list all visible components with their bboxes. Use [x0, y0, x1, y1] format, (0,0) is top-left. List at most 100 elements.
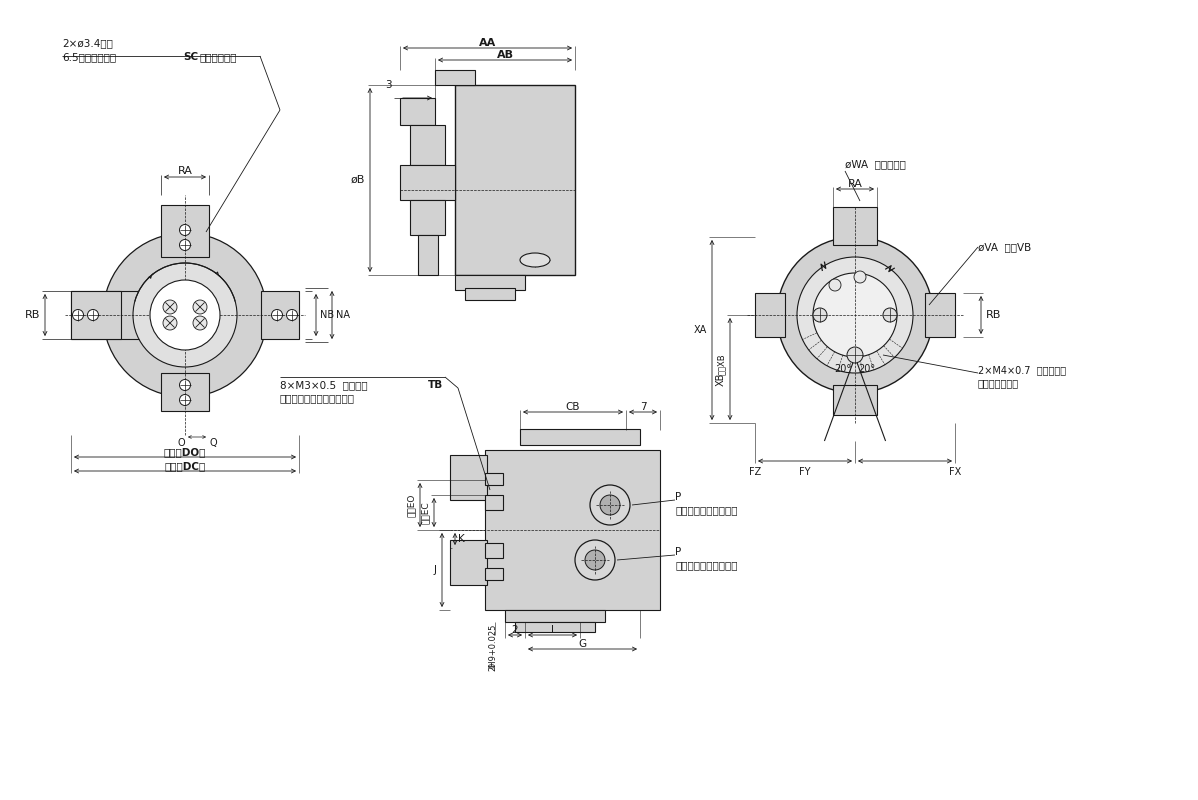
Bar	[400, 98, 435, 125]
Bar	[161, 373, 208, 411]
Text: 深さXB: 深さXB	[716, 353, 726, 375]
Bar	[455, 85, 575, 275]
Text: O: O	[177, 438, 184, 448]
Bar	[485, 473, 503, 485]
Text: P: P	[674, 547, 682, 557]
Text: XB: XB	[716, 372, 726, 386]
Text: TB: TB	[428, 380, 443, 390]
Bar	[485, 543, 503, 558]
Text: RA: RA	[177, 166, 193, 176]
Text: アタッチメント取付用ねじ: アタッチメント取付用ねじ	[280, 393, 355, 403]
Ellipse shape	[520, 253, 550, 267]
Circle shape	[813, 308, 827, 322]
Text: 開時EO: 開時EO	[407, 494, 416, 517]
Circle shape	[87, 310, 98, 321]
Text: K: K	[458, 534, 465, 544]
Bar	[833, 385, 877, 415]
Text: SC: SC	[183, 52, 198, 62]
Bar	[465, 288, 515, 300]
Circle shape	[847, 347, 863, 363]
Text: 6.5深座くり深さ: 6.5深座くり深さ	[62, 52, 116, 62]
Circle shape	[286, 310, 297, 321]
Bar	[71, 291, 184, 339]
Bar	[506, 610, 605, 622]
Bar	[520, 429, 640, 445]
Bar	[165, 295, 205, 335]
Bar	[925, 293, 955, 337]
Text: 3: 3	[386, 80, 392, 90]
Circle shape	[180, 394, 190, 406]
Bar	[450, 540, 488, 585]
Circle shape	[272, 310, 283, 321]
Text: J: J	[434, 565, 437, 575]
Text: RB: RB	[986, 310, 1002, 320]
Text: I: I	[551, 625, 553, 635]
Bar	[261, 291, 300, 339]
Text: 8×M3×0.5  ねじ深さ: 8×M3×0.5 ねじ深さ	[280, 380, 368, 390]
Bar	[71, 291, 121, 339]
Bar	[833, 207, 877, 245]
Circle shape	[103, 233, 267, 397]
Text: 20°: 20°	[859, 364, 876, 374]
Circle shape	[813, 273, 897, 357]
Text: （取付用穴）: （取付用穴）	[200, 52, 237, 62]
Text: （フィンガ閉ポート）: （フィンガ閉ポート）	[674, 560, 738, 570]
Text: FZ: FZ	[749, 467, 761, 477]
Circle shape	[180, 379, 190, 390]
Text: （開時DO）: （開時DO）	[164, 447, 206, 457]
Bar	[485, 568, 503, 580]
Text: øVA  深さVB: øVA 深さVB	[978, 242, 1031, 252]
Text: NB: NB	[320, 310, 334, 320]
Text: øB: øB	[351, 175, 365, 185]
Text: Q: Q	[210, 438, 217, 448]
Text: RA: RA	[847, 179, 863, 189]
Text: 0: 0	[489, 662, 497, 668]
Text: G: G	[579, 639, 587, 649]
Text: （取付用ねじ）: （取付用ねじ）	[978, 378, 1019, 388]
Bar	[400, 165, 455, 200]
Circle shape	[854, 271, 866, 283]
Bar	[410, 125, 444, 165]
Circle shape	[193, 316, 207, 330]
Circle shape	[883, 308, 897, 322]
Text: 2×M4×0.7  ねじ深さ８: 2×M4×0.7 ねじ深さ８	[978, 365, 1066, 375]
Circle shape	[163, 300, 177, 314]
Text: NA: NA	[335, 310, 350, 320]
Text: 20°: 20°	[835, 364, 852, 374]
Bar	[755, 293, 785, 337]
Bar	[515, 622, 595, 632]
Circle shape	[163, 316, 177, 330]
Bar	[435, 70, 474, 85]
Text: CB: CB	[565, 402, 580, 412]
Circle shape	[585, 550, 605, 570]
Circle shape	[829, 279, 841, 291]
Text: 2: 2	[512, 625, 519, 635]
Text: 7: 7	[640, 402, 646, 412]
Text: 2H9+0.025: 2H9+0.025	[489, 623, 497, 670]
Bar	[161, 205, 208, 257]
Text: FX: FX	[949, 467, 961, 477]
Text: FY: FY	[799, 467, 811, 477]
Circle shape	[150, 280, 220, 350]
Text: P: P	[674, 492, 682, 502]
Bar	[485, 450, 660, 610]
Text: RB: RB	[25, 310, 40, 320]
Circle shape	[180, 225, 190, 235]
Text: （閉時DC）: （閉時DC）	[164, 461, 206, 471]
Bar	[410, 200, 444, 235]
Text: AA: AA	[479, 38, 496, 48]
Circle shape	[133, 263, 237, 367]
Bar	[418, 235, 438, 275]
Circle shape	[73, 310, 84, 321]
Text: øWA  深さ１．５: øWA 深さ１．５	[845, 159, 906, 169]
Text: （フィンガ開ポート）: （フィンガ開ポート）	[674, 505, 738, 515]
Text: 閉時EC: 閉時EC	[420, 501, 430, 524]
Circle shape	[600, 495, 621, 515]
Text: 2×ø3.4通し: 2×ø3.4通し	[62, 38, 113, 48]
Text: AB: AB	[496, 50, 514, 60]
Circle shape	[589, 485, 630, 525]
Bar	[450, 455, 488, 500]
Circle shape	[797, 257, 913, 373]
Bar	[455, 275, 525, 290]
Bar	[485, 495, 503, 510]
